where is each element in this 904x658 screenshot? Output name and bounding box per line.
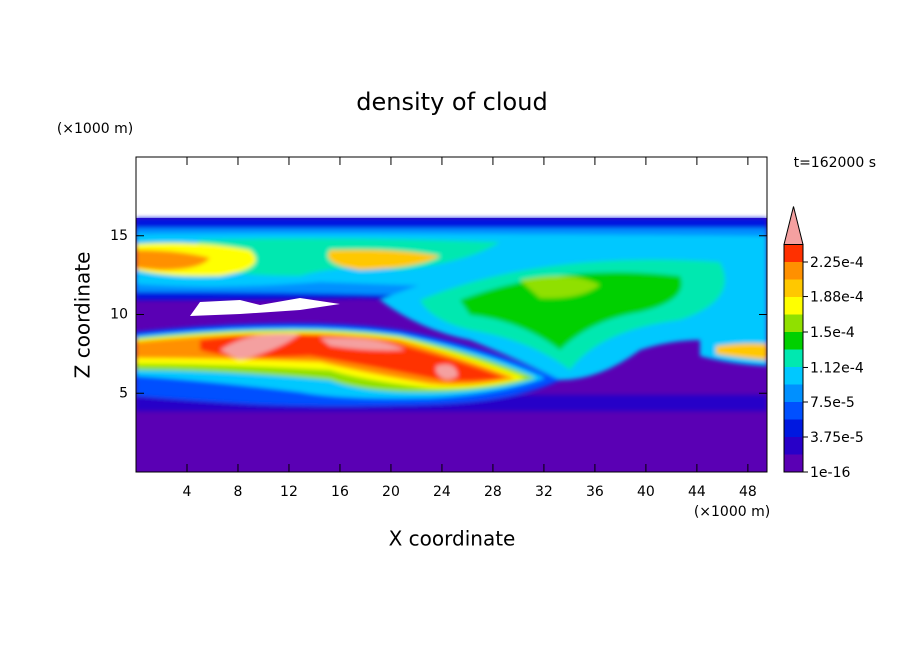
x-tick-label: 20 [382,484,400,500]
colorbar-band [784,402,803,420]
colorbar-frame [783,244,804,473]
x-tick-label: 36 [586,484,604,500]
colorbar-band [784,349,803,367]
x-tick-label: 16 [331,484,349,500]
colorbar-extension [783,206,804,245]
x-tick-label: 12 [280,484,298,500]
y-tick-label: 5 [119,385,128,401]
x-tick-label: 48 [739,484,757,500]
colorbar-band [784,314,803,332]
colorbar-band [784,244,803,262]
colorbar-band [784,367,803,385]
contour-field [136,218,767,472]
colorbar-band [784,297,803,315]
colorbar-band [784,384,803,402]
chart-title: density of cloud [356,88,547,116]
x-tick-label: 44 [688,484,706,500]
x-unit: (×1000 m) [694,504,770,520]
colorbar-band [784,332,803,350]
y-tick-label: 15 [110,228,128,244]
x-axis-label: X coordinate [389,527,516,551]
colorbar-tick-label: 1.88e-4 [810,290,864,306]
time-label: t=162000 s [794,155,876,171]
x-tick-label: 24 [433,484,451,500]
x-tick-label: 32 [535,484,553,500]
y-unit: (×1000 m) [57,121,133,137]
x-tick-label: 28 [484,484,502,500]
y-tick-label: 10 [110,307,128,323]
colorbar-tick-label: 1.5e-4 [810,325,855,341]
x-tick-label: 4 [183,484,192,500]
colorbar-tick-label: 2.25e-4 [810,255,864,271]
colorbar-tick-label: 3.75e-5 [810,430,864,446]
colorbar-band [784,437,803,455]
colorbar-band [784,454,803,472]
colorbar-tick-label: 1e-16 [810,465,850,481]
colorbar-band [784,262,803,280]
x-tick-label: 40 [637,484,655,500]
colorbar-tick-label: 7.5e-5 [810,395,855,411]
colorbar-band [784,279,803,297]
colorbar-band [784,419,803,437]
x-tick-label: 8 [234,484,243,500]
y-axis-label: Z coordinate [71,252,95,379]
colorbar-tick-label: 1.12e-4 [810,360,864,376]
